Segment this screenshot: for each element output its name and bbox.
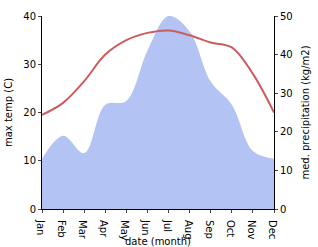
svg-text:40: 40 xyxy=(23,11,36,22)
svg-text:Oct: Oct xyxy=(225,220,236,237)
svg-text:0: 0 xyxy=(30,204,36,215)
svg-text:Mar: Mar xyxy=(77,220,88,240)
svg-text:max temp (C): max temp (C) xyxy=(3,78,14,147)
svg-text:Sep: Sep xyxy=(204,220,215,239)
svg-text:Feb: Feb xyxy=(56,220,67,238)
svg-text:30: 30 xyxy=(280,88,293,99)
svg-text:30: 30 xyxy=(23,59,36,70)
svg-text:20: 20 xyxy=(280,126,293,137)
svg-text:50: 50 xyxy=(280,11,293,22)
svg-text:May: May xyxy=(119,220,130,241)
svg-text:med. precipitation (kg/m2): med. precipitation (kg/m2) xyxy=(300,45,311,179)
svg-text:10: 10 xyxy=(23,155,36,166)
svg-text:Dec: Dec xyxy=(267,220,278,239)
svg-text:10: 10 xyxy=(280,165,293,176)
svg-text:date (month): date (month) xyxy=(125,236,191,247)
svg-text:Apr: Apr xyxy=(98,220,109,238)
svg-text:0: 0 xyxy=(280,204,286,215)
svg-text:Jan: Jan xyxy=(35,219,46,235)
svg-text:40: 40 xyxy=(280,49,293,60)
svg-text:20: 20 xyxy=(23,107,36,118)
svg-text:Nov: Nov xyxy=(246,220,257,240)
svg-text:Jul: Jul xyxy=(162,219,173,232)
svg-text:Jun: Jun xyxy=(140,219,151,236)
svg-text:Aug: Aug xyxy=(183,220,194,240)
